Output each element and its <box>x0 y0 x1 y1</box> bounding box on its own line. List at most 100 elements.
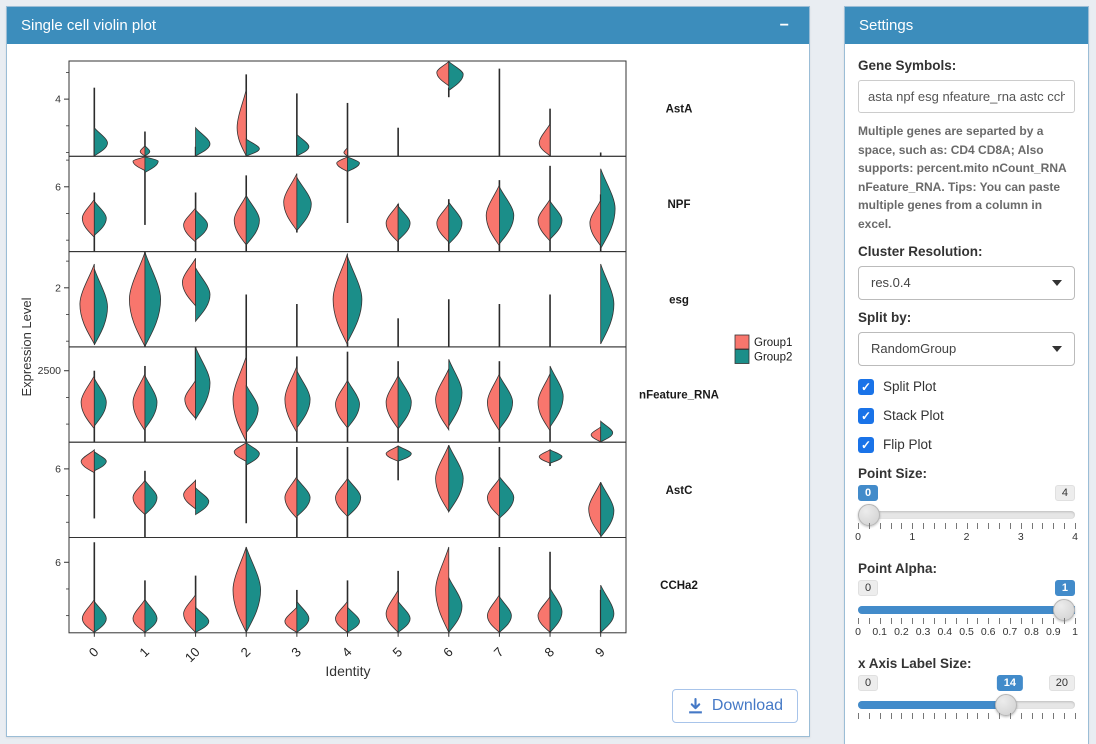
violin-half-group2 <box>195 126 211 157</box>
violin-half-group2 <box>296 133 310 157</box>
point-alpha-slider-control[interactable]: 0 1 0 0.1 0.2 0.3 0.4 0.5 0.6 0.7 0.8 0.9 1 <box>855 579 1078 642</box>
tick-mark <box>868 712 870 719</box>
tick-mark <box>1053 522 1055 529</box>
violin-half-group2 <box>245 546 262 633</box>
violin-half-group1 <box>232 546 247 633</box>
tick-mark <box>923 617 925 624</box>
violin-half-group2 <box>347 380 360 430</box>
download-button[interactable]: Download <box>671 689 798 723</box>
settings-panel-header: Settings <box>845 7 1088 44</box>
violin-half-group2 <box>448 577 463 634</box>
x-axis-label-size-label: x Axis Label Size: <box>858 655 972 671</box>
violin-half-group2 <box>144 478 158 516</box>
split-by-label: Split by: <box>858 309 912 325</box>
violin-half-group2 <box>448 359 463 428</box>
checkbox-checked-icon: ✓ <box>858 436 874 453</box>
tick-mark <box>933 522 935 529</box>
violin-half-group1 <box>335 380 348 430</box>
point-size-slider-tick-labels: 0 1 2 3 4 <box>855 530 1078 545</box>
violin-half-group2 <box>93 268 108 346</box>
violin-half-group1 <box>335 600 348 634</box>
tick-label: 0.3 <box>915 625 931 638</box>
tick-mark <box>879 617 881 624</box>
tick-mark <box>966 522 968 529</box>
point-size-slider-control[interactable]: 0 4 0 1 2 3 4 <box>855 484 1078 547</box>
x-tick-label: 8 <box>541 644 557 660</box>
violin-half-group2 <box>448 200 463 246</box>
split-by-select[interactable]: RandomGroup <box>858 331 1075 366</box>
cluster-resolution-label: Cluster Resolution: <box>858 243 983 259</box>
point-alpha-value-badge: 1 <box>1054 579 1075 596</box>
cluster-resolution-select[interactable]: res.0.4 <box>858 265 1075 300</box>
legend-swatch-group1 <box>734 334 750 350</box>
gene-symbols-label: Gene Symbols: <box>858 58 957 73</box>
violin-half-group1 <box>435 444 450 512</box>
checkbox-split-plot[interactable]: ✓ Split Plot <box>858 378 1075 395</box>
tick-mark <box>1020 522 1022 529</box>
violin-half-group2 <box>93 126 108 157</box>
checkbox-checked-icon: ✓ <box>858 407 874 424</box>
legend-label-group1: Group1 <box>754 337 792 349</box>
y-tick-label: 6 <box>55 181 61 193</box>
point-size-value-badge: 0 <box>858 484 879 501</box>
checkbox-flip-plot[interactable]: ✓ Flip Plot <box>858 436 1075 453</box>
x-axis-label-size-limit-badge: 0 <box>858 674 879 691</box>
violin-half-group1 <box>132 156 146 172</box>
tick-mark <box>901 617 903 624</box>
violin-half-group2 <box>499 186 515 246</box>
x-axis-label-size-slider-control[interactable]: 0 14 20 <box>858 674 1076 737</box>
checkbox-label: Flip Plot <box>883 437 932 453</box>
violin-half-group1 <box>537 595 551 634</box>
x-axis-label-size-slider-handle[interactable] <box>994 693 1017 716</box>
tick-label: 2 <box>963 530 970 543</box>
violin-half-group1 <box>283 173 298 232</box>
y-tick-label: 2500 <box>38 365 62 377</box>
settings-panel: Settings Gene Symbols: Multiple genes ar… <box>844 6 1089 744</box>
point-size-slider-ticks <box>858 522 1076 530</box>
violin-half-group1 <box>486 594 500 634</box>
gene-label-esg: esg <box>669 294 689 306</box>
violin-half-group2 <box>296 477 311 518</box>
violin-half-group1 <box>128 251 146 347</box>
violin-half-group1 <box>81 597 95 634</box>
tick-mark <box>879 522 881 529</box>
gene-label-ccha2: CCHa2 <box>660 580 698 592</box>
violin-half-group2 <box>93 450 107 472</box>
point-alpha-slider-handle[interactable] <box>1053 598 1075 621</box>
point-size-slider-track[interactable] <box>858 510 1075 519</box>
violin-half-group1 <box>435 368 450 432</box>
tick-mark <box>1064 712 1066 719</box>
plot-card-body: 4 AstA 6 NPF 2 esg 2500 nFeature_RNA 6 AstC 6 CCHa2… <box>7 44 809 737</box>
y-tick-label: 4 <box>55 94 61 106</box>
tick-mark <box>988 617 990 624</box>
collapse-minus-icon[interactable]: − <box>779 16 789 34</box>
violin-half-group2 <box>347 477 362 518</box>
tick-mark <box>944 522 946 529</box>
violin-half-group2 <box>144 156 159 174</box>
violin-half-group1 <box>183 206 196 244</box>
checkbox-stack-plot[interactable]: ✓ Stack Plot <box>858 407 1075 424</box>
violin-half-group2 <box>245 195 260 247</box>
tick-mark <box>988 712 990 719</box>
tick-mark <box>955 617 957 624</box>
violin-half-group1 <box>343 146 348 157</box>
x-tick-label: 5 <box>390 644 406 660</box>
gene-symbols-input[interactable] <box>858 80 1075 113</box>
tick-mark <box>1020 617 1022 624</box>
violin-half-group1 <box>436 60 450 87</box>
violin-plot-image: 4 AstA 6 NPF 2 esg 2500 nFeature_RNA 6 AstC 6 CCHa2… <box>19 60 792 679</box>
violin-half-group2 <box>296 177 312 232</box>
violin-half-group2 <box>195 208 209 242</box>
violin-half-group1 <box>79 263 95 345</box>
violin-half-group2 <box>549 587 563 634</box>
x-axis-title: Identity <box>325 663 370 679</box>
tick-label: 3 <box>1017 530 1024 543</box>
violin-half-group2 <box>549 365 564 429</box>
violin-half-group1 <box>537 373 551 433</box>
checkbox-group: ✓ Split Plot ✓ Stack Plot ✓ Flip Plot <box>858 378 1075 453</box>
violin-half-group1 <box>284 365 298 433</box>
x-axis-label-size-slider-tick-labels <box>858 721 1075 735</box>
tick-label: 4 <box>1072 530 1078 543</box>
violin-half-group1 <box>537 199 551 243</box>
legend-label-group2: Group2 <box>754 352 792 364</box>
